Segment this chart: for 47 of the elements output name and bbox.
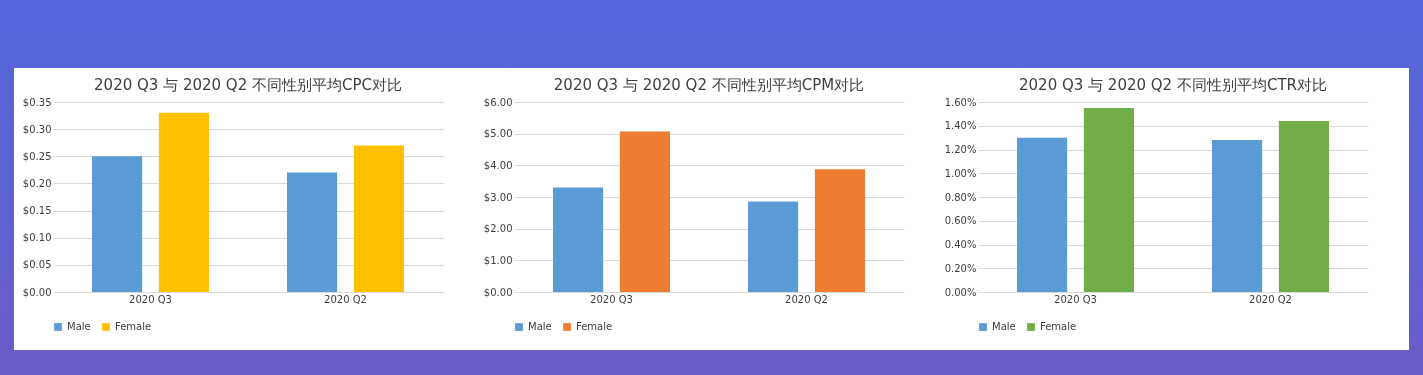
bar <box>619 131 670 292</box>
y-tick-label: 0.20% <box>944 262 977 274</box>
y-tick-label: 0.00% <box>944 286 977 298</box>
legend-label: Female <box>115 321 152 332</box>
chart-title: 2020 Q3 与 2020 Q2 不同性别平均CPM对比 <box>553 76 865 94</box>
y-tick-label: 1.20% <box>944 144 977 155</box>
bar <box>553 187 604 292</box>
y-tick-label: $0.00 <box>22 286 52 298</box>
x-tick-label: 2020 Q2 <box>785 293 828 305</box>
y-tick-label: 1.00% <box>944 167 977 179</box>
y-tick-label: $0.10 <box>22 232 52 244</box>
y-tick-label: $0.30 <box>22 123 52 135</box>
x-tick-label: 2020 Q2 <box>1249 293 1292 305</box>
bar <box>92 156 143 292</box>
y-tick-label: $3.00 <box>483 191 513 203</box>
y-tick-label: $6.00 <box>483 96 513 108</box>
y-tick-label: $0.00 <box>483 286 513 298</box>
y-tick-label: 1.60% <box>944 96 977 108</box>
y-tick-label: $0.35 <box>22 96 52 108</box>
y-tick-label: 1.40% <box>944 120 977 132</box>
y-tick-label: 0.40% <box>944 239 977 250</box>
chart-title: 2020 Q3 与 2020 Q2 不同性别平均CPC对比 <box>94 76 402 94</box>
y-tick-label: $0.05 <box>22 259 52 271</box>
chart-title: 2020 Q3 与 2020 Q2 不同性别平均CTR对比 <box>1019 76 1327 94</box>
legend-label: Male <box>992 321 1016 332</box>
y-tick-label: $0.25 <box>22 150 52 162</box>
y-tick-label: $0.15 <box>22 205 52 217</box>
y-tick-label: 0.60% <box>944 215 977 227</box>
y-tick-label: $4.00 <box>483 159 513 171</box>
legend-label: Male <box>67 321 91 332</box>
legend-label: Female <box>576 321 613 332</box>
y-tick-label: 0.80% <box>944 191 977 203</box>
legend-label: Female <box>1040 321 1077 332</box>
bar <box>353 145 404 292</box>
x-tick-label: 2020 Q3 <box>129 293 172 305</box>
bar <box>158 112 209 292</box>
bar <box>287 172 338 292</box>
x-tick-label: 2020 Q2 <box>324 293 367 305</box>
y-tick-label: $2.00 <box>483 223 513 235</box>
y-tick-label: $1.00 <box>483 254 513 266</box>
x-tick-label: 2020 Q3 <box>590 293 633 305</box>
x-tick-label: 2020 Q3 <box>1054 293 1097 305</box>
bar <box>814 169 865 292</box>
legend-label: Male <box>528 321 552 332</box>
y-tick-label: $0.20 <box>22 177 52 189</box>
y-tick-label: $5.00 <box>483 128 513 140</box>
bar <box>748 201 799 292</box>
